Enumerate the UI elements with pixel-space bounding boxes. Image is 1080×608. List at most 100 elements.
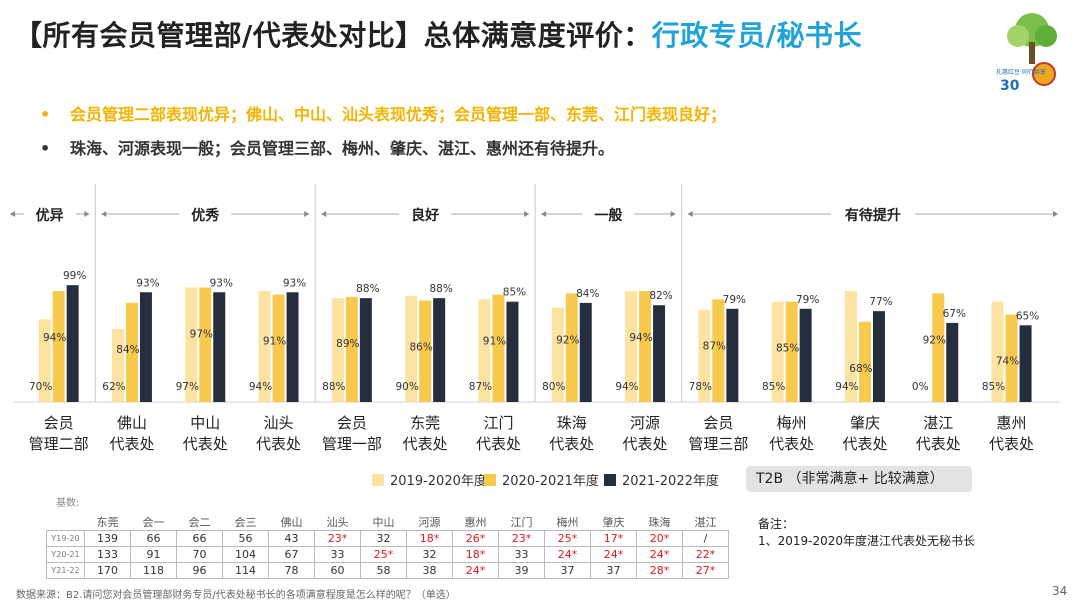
category-label: 江门 — [483, 414, 513, 432]
bullet-item: • 珠海、河源表现一般；会员管理三部、梅州、肇庆、湛江、惠州还有待提升。 — [40, 138, 726, 172]
category-label: 代表处 — [256, 435, 301, 453]
base-cell: 66 — [130, 530, 177, 547]
base-header-cell: 东莞 — [84, 514, 131, 531]
data-label: 68% — [849, 363, 872, 375]
bar — [991, 301, 1004, 402]
bar — [858, 321, 871, 402]
category-label: 会员 — [44, 414, 74, 432]
bar — [66, 285, 79, 402]
data-label: 74% — [996, 356, 1019, 368]
base-cell: 96 — [176, 562, 223, 579]
base-cell: 139 — [84, 530, 131, 547]
base-cell: 39 — [498, 562, 545, 579]
category-label: 代表处 — [403, 435, 448, 453]
category-label: 东莞 — [410, 414, 440, 432]
base-cell: 24* — [544, 546, 591, 563]
note-title: 备注： — [758, 517, 795, 531]
base-cell: 114 — [222, 562, 269, 579]
bar — [551, 307, 564, 402]
base-cell: 38 — [406, 562, 453, 579]
legend-item: 2021-2022年度 — [604, 470, 719, 489]
base-header-cell: 湛江 — [682, 514, 729, 531]
data-label: 87% — [703, 340, 726, 352]
data-label: 67% — [943, 308, 966, 320]
base-cell: 32 — [360, 530, 407, 547]
bar — [785, 301, 798, 402]
category-label: 佛山 — [117, 414, 147, 432]
base-row-label: Y19-20 — [46, 530, 85, 547]
base-row: Y19-20 139 66 66 56 43 23* 32 18* 26* 23* 25* 17* 20*… — [46, 530, 729, 547]
group-arrow-head — [670, 211, 676, 217]
group-label: 有待提升 — [845, 207, 901, 224]
data-label: 88% — [322, 381, 345, 393]
data-label: 62% — [102, 381, 125, 393]
note: 备注： 1、2019-2020年度湛江代表处无秘书长 — [758, 516, 975, 550]
logo-tree-crown-right — [1035, 25, 1057, 47]
category-label: 代表处 — [769, 435, 814, 453]
base-cell: 118 — [130, 562, 177, 579]
bar — [872, 311, 885, 402]
logo-tree-crown-left — [1007, 25, 1029, 47]
bar — [506, 301, 519, 402]
bar — [213, 292, 226, 402]
title-main: 【所有会员管理部/代表处对比】总体满意度评价： — [14, 19, 652, 52]
base-header-cell: 梅州 — [544, 514, 591, 531]
base-header-cell: 汕头 — [314, 514, 361, 531]
bar — [111, 328, 124, 402]
base-cell: 24* — [636, 546, 683, 563]
data-label: 94% — [629, 332, 652, 344]
legend-label: 2020-2021年度 — [502, 474, 599, 489]
data-label: 88% — [429, 283, 452, 295]
data-label: 94% — [249, 381, 272, 393]
base-cell: 37 — [590, 562, 637, 579]
bar — [932, 293, 945, 402]
base-cell: 22* — [682, 546, 729, 563]
base-row-label: Y21-22 — [46, 562, 85, 579]
base-cell: 91 — [130, 546, 177, 563]
category-label: 代表处 — [476, 435, 521, 453]
bar — [185, 287, 198, 402]
base-header-corner — [46, 514, 85, 531]
bar-chart: 优异 优秀 良好 一般 有待提升 70% 94% 99% 会员管理二部 62% 84% 93% 佛山代表… — [10, 184, 1060, 453]
base-cell: 67 — [268, 546, 315, 563]
data-label: 94% — [835, 381, 858, 393]
category-label: 代表处 — [549, 435, 594, 453]
category-label: 代表处 — [916, 435, 961, 453]
logo-text: 礼惠红豆·同行共享 — [996, 68, 1046, 76]
group-label: 一般 — [594, 207, 622, 224]
data-label: 70% — [29, 381, 52, 393]
base-cell: 27* — [682, 562, 729, 579]
bar — [579, 302, 592, 402]
data-label: 86% — [409, 342, 432, 354]
category-label: 管理二部 — [29, 435, 89, 453]
bullet-text: 会员管理二部表现优异；佛山、中山、汕头表现优秀；会员管理一部、东莞、江门表现良好… — [70, 105, 727, 124]
data-label: 92% — [923, 334, 946, 346]
bar — [359, 298, 372, 402]
base-cell: 26* — [452, 530, 499, 547]
bar — [844, 291, 857, 402]
data-label: 85% — [982, 381, 1005, 393]
data-label: 97% — [176, 381, 199, 393]
data-label: 77% — [869, 296, 892, 308]
group-arrow-head — [524, 211, 530, 217]
data-label: 84% — [576, 288, 599, 300]
category-label: 河源 — [630, 414, 660, 432]
base-cell: 23* — [314, 530, 361, 547]
base-header-cell: 河源 — [406, 514, 453, 531]
bar — [345, 296, 358, 402]
legend-swatch — [484, 473, 496, 486]
category-label: 中山 — [190, 414, 220, 432]
bar — [125, 302, 138, 402]
data-label: 82% — [649, 290, 672, 302]
base-cell: 32 — [406, 546, 453, 563]
group-label: 良好 — [411, 207, 439, 224]
bar — [653, 305, 666, 402]
bar — [272, 294, 285, 402]
base-cell: 24* — [590, 546, 637, 563]
legend-swatch — [372, 473, 384, 486]
group-arrow-head — [10, 211, 15, 217]
base-cell: 18* — [452, 546, 499, 563]
bar — [1019, 325, 1032, 402]
data-label: 93% — [283, 277, 306, 289]
category-label: 会员 — [337, 414, 367, 432]
